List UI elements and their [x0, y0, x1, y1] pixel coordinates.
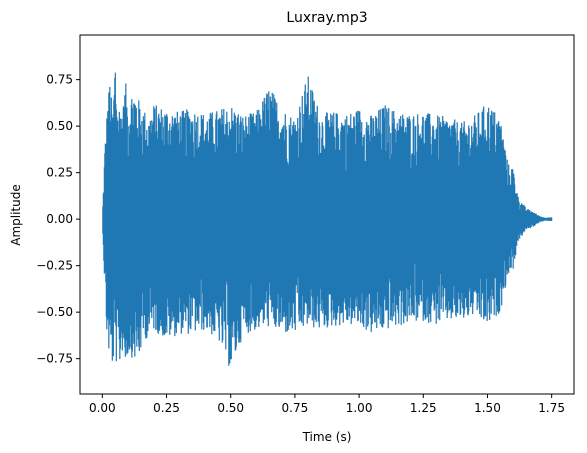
plot-frame — [79, 34, 575, 395]
chart-title: Luxray.mp3 — [286, 10, 367, 26]
waveform-series-line — [102, 72, 553, 366]
x-tick-label: 0.25 — [153, 401, 180, 415]
x-tick-label: 0.75 — [282, 401, 309, 415]
y-tick-label: 0.50 — [46, 119, 73, 133]
x-tick-label: 1.50 — [474, 401, 501, 415]
y-tick-label: 0.75 — [46, 73, 73, 87]
x-tick-label: 1.25 — [410, 401, 437, 415]
y-axis-label: Amplitude — [9, 184, 23, 246]
x-tick-label: 0.50 — [217, 401, 244, 415]
y-tick-label: −0.75 — [36, 352, 73, 366]
y-tick-label: −0.25 — [36, 259, 73, 273]
y-tick-label: 0.25 — [46, 166, 73, 180]
x-axis-label: Time (s) — [302, 430, 352, 444]
plot-area — [102, 72, 553, 366]
x-tick-label: 0.00 — [89, 401, 116, 415]
y-tick-label: −0.50 — [36, 305, 73, 319]
y-tick-label: 0.00 — [46, 212, 73, 226]
x-tick-label: 1.00 — [346, 401, 373, 415]
x-axis-ticks: 0.00 0.25 0.50 0.75 1.00 1.25 1.50 1.75 — [89, 394, 565, 415]
y-axis-ticks: 0.75 0.50 0.25 0.00 −0.25 −0.50 −0.75 — [36, 73, 80, 366]
x-tick-label: 1.75 — [538, 401, 565, 415]
